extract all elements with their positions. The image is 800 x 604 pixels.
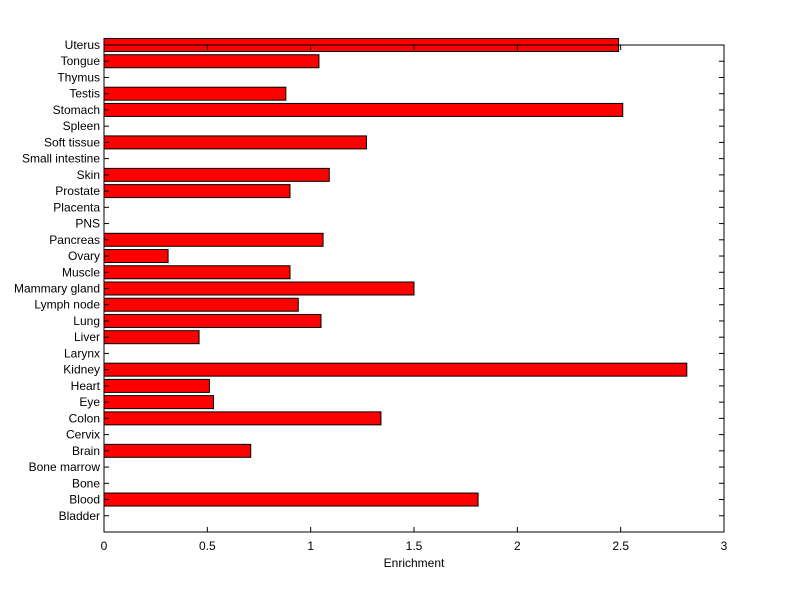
y-tick-label: Mammary gland (14, 282, 100, 296)
bar-heart (103, 378, 210, 393)
y-tick-label: Skin (77, 168, 100, 182)
y-tick-label: Testis (69, 87, 100, 101)
x-tick-label: 0.5 (199, 539, 216, 553)
y-tick-label: Prostate (55, 184, 100, 198)
bar-skin (103, 167, 330, 182)
y-tick-label: Small intestine (22, 152, 100, 166)
x-tick-label: 2 (514, 539, 521, 553)
y-tick-label: Cervix (66, 428, 100, 442)
y-tick-label: Heart (71, 379, 101, 393)
y-tick-label: Soft tissue (44, 135, 100, 149)
y-tick-label: Muscle (62, 265, 100, 279)
y-tick-label: Placenta (53, 200, 100, 214)
y-tick-label: Bladder (59, 509, 100, 523)
bar-liver (103, 330, 200, 345)
y-tick-label: Eye (79, 395, 100, 409)
bar-tongue (103, 54, 320, 69)
y-tick-label: Lymph node (34, 298, 100, 312)
y-tick-label: Blood (69, 493, 100, 507)
x-tick-label: 3 (721, 539, 728, 553)
x-tick-label: 0 (101, 539, 108, 553)
bar-mammary-gland (103, 281, 415, 296)
y-tick-label: Lung (73, 314, 100, 328)
y-tick-label: Bone marrow (29, 460, 101, 474)
y-tick-label: Thymus (57, 70, 100, 84)
y-tick-label: Liver (74, 330, 100, 344)
x-tick-label: 2.5 (612, 539, 629, 553)
y-tick-label: Stomach (53, 103, 100, 117)
bar-blood (103, 492, 479, 507)
bar-brain (103, 443, 252, 458)
y-tick-label: Colon (69, 411, 100, 425)
bar-muscle (103, 265, 291, 280)
bar-testis (103, 86, 287, 101)
y-tick-label: Bone (72, 476, 100, 490)
y-tick-label: Tongue (61, 54, 101, 68)
y-tick-label: PNS (75, 217, 100, 231)
x-tick-label: 1.5 (406, 539, 423, 553)
y-tick-label: Brain (72, 444, 100, 458)
y-tick-label: Kidney (63, 363, 100, 377)
y-tick-label: Uterus (65, 38, 100, 52)
bar-stomach (103, 102, 624, 117)
bar-kidney (103, 362, 688, 377)
y-tick-label: Pancreas (49, 233, 100, 247)
x-axis-label: Enrichment (384, 556, 445, 570)
bar-ovary (103, 249, 169, 264)
y-tick-label: Larynx (64, 346, 100, 360)
bar-eye (103, 395, 215, 410)
bar-colon (103, 411, 382, 426)
bar-lung (103, 313, 322, 328)
x-tick-label: 1 (307, 539, 314, 553)
bar-pancreas (103, 232, 324, 247)
bar-lymph-node (103, 297, 299, 312)
y-tick-label: Spleen (63, 119, 100, 133)
bar-prostate (103, 184, 291, 199)
y-tick-label: Ovary (68, 249, 100, 263)
bar-soft-tissue (103, 135, 367, 150)
